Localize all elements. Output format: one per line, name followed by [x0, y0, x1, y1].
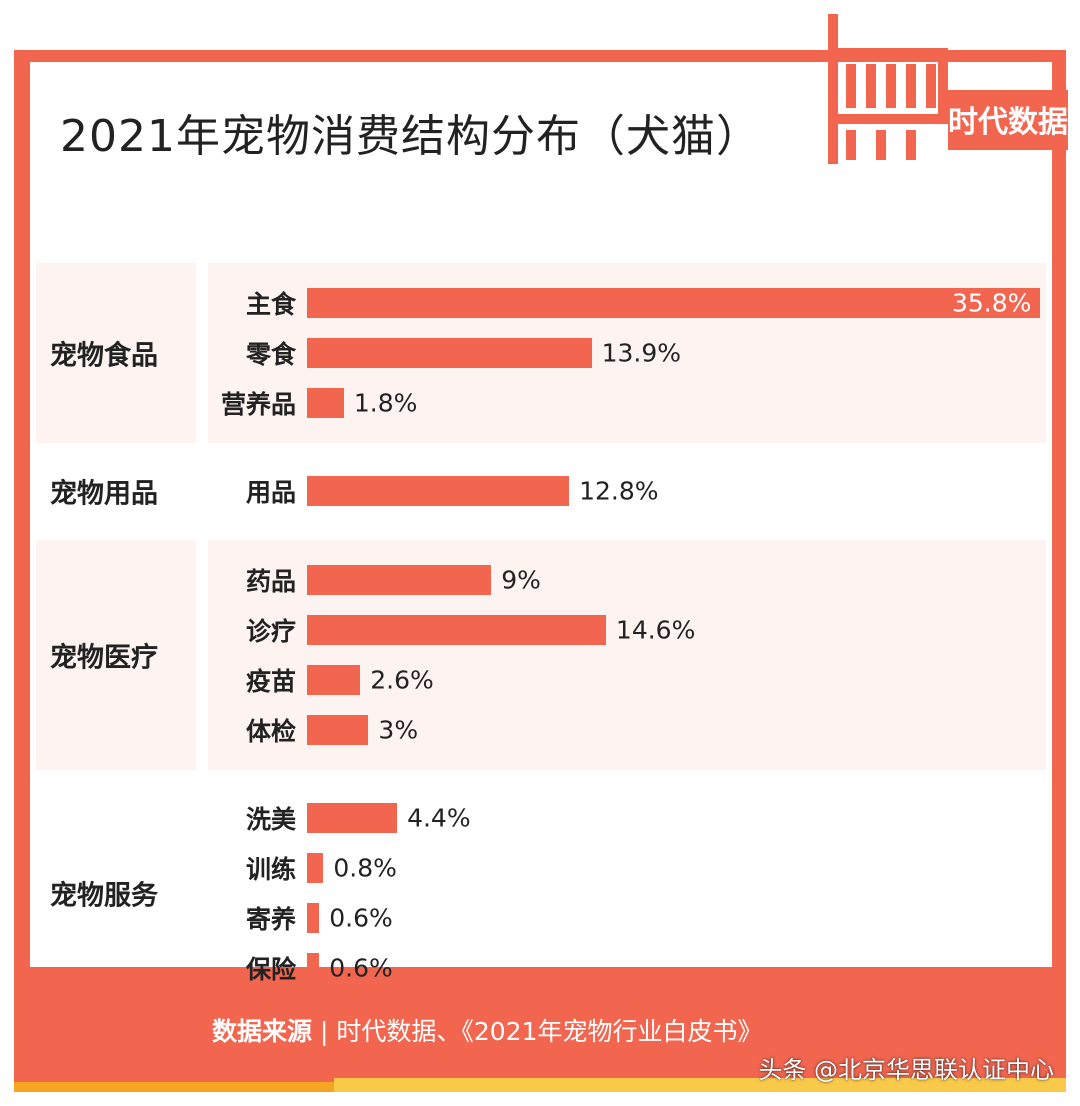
bar	[307, 853, 324, 884]
value-label: 3%	[378, 715, 419, 745]
bar	[307, 953, 320, 984]
chart-panel	[30, 62, 1052, 967]
bar	[307, 338, 592, 368]
bar	[307, 803, 398, 834]
value-label: 35.8%	[952, 288, 1032, 318]
source-text: 时代数据、《2021年宠物行业白皮书》	[336, 1017, 763, 1046]
group-label: 宠物服务	[50, 880, 158, 912]
group-label: 宠物食品	[50, 340, 158, 372]
group-background	[36, 263, 196, 443]
footer-accent-strip-left	[14, 1082, 334, 1092]
category-label: 体检	[245, 716, 296, 746]
bar	[307, 564, 492, 595]
value-label: 1.8%	[353, 388, 418, 418]
bar	[307, 903, 320, 934]
category-label: 诊疗	[245, 616, 296, 646]
bar	[307, 614, 606, 645]
value-label: 0.6%	[329, 953, 393, 983]
watermark: 头条 @北京华思联认证中心	[758, 1056, 1054, 1084]
value-label: 12.8%	[579, 476, 659, 506]
bar	[307, 664, 361, 695]
datagoo-logo-icon: 时代数据	[828, 14, 1068, 164]
value-label: 14.6%	[615, 615, 696, 645]
group-label: 宠物用品	[50, 478, 158, 510]
value-label: 4.4%	[407, 803, 471, 833]
value-label: 0.8%	[333, 853, 397, 883]
group-label: 宠物医疗	[50, 642, 158, 674]
category-label: 洗美	[245, 805, 296, 835]
source-label: 数据来源	[212, 1017, 313, 1046]
source-line: 数据来源 | 时代数据、《2021年宠物行业白皮书》	[212, 1012, 762, 1048]
source-separator: |	[319, 1017, 329, 1046]
bar	[307, 388, 344, 418]
category-label: 保险	[245, 955, 296, 985]
group-background	[36, 539, 196, 770]
value-label: 2.6%	[370, 665, 434, 695]
category-label: 疫苗	[245, 666, 296, 696]
category-label: 主食	[245, 290, 296, 319]
category-label: 训练	[245, 855, 296, 885]
chart-title: 2021年宠物消费结构分布（犬猫）	[60, 111, 761, 162]
value-label: 9%	[501, 565, 541, 595]
value-label: 13.9%	[601, 338, 682, 368]
value-label: 0.6%	[329, 903, 393, 933]
category-label: 营养品	[220, 390, 296, 419]
category-label: 用品	[245, 478, 296, 508]
footer-accent-strip-right	[334, 1078, 1066, 1092]
category-label: 寄养	[245, 905, 296, 935]
bar	[307, 476, 570, 507]
bar	[307, 288, 1040, 318]
logo-brand-text: 时代数据	[948, 105, 1068, 140]
category-label: 零食	[245, 340, 296, 369]
bar	[307, 714, 369, 745]
category-label: 药品	[245, 566, 296, 596]
